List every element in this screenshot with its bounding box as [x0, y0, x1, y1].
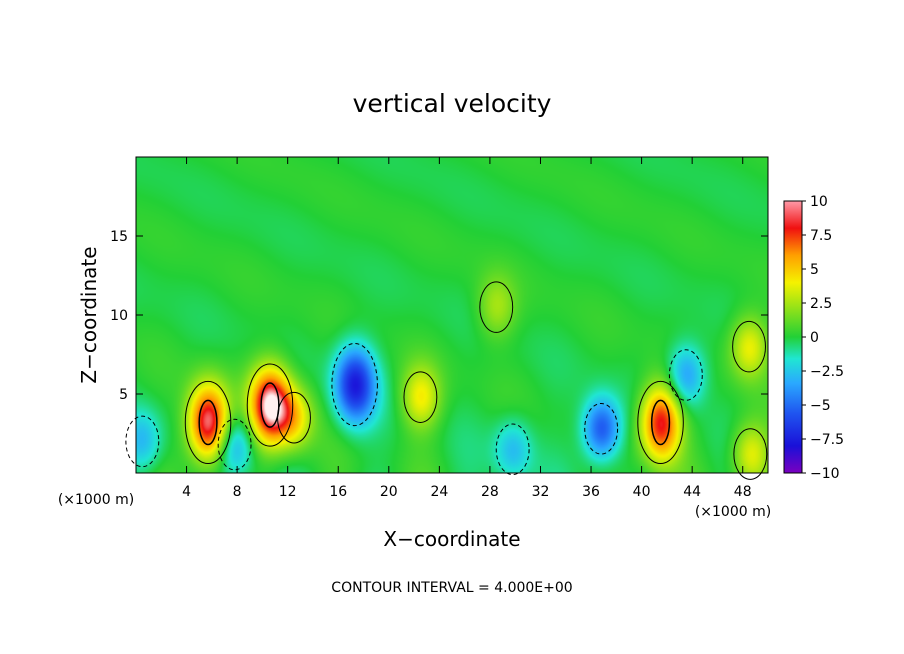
- x-unit-left: (×1000 m): [58, 492, 134, 508]
- y-tick-label: 5: [119, 387, 128, 403]
- colorbar-tick-label: −10: [810, 466, 840, 482]
- x-tick-label: 28: [481, 484, 499, 500]
- contour-line: [246, 363, 294, 447]
- colorbar-tick-label: 10: [810, 194, 828, 210]
- x-axis-ticks: 4 8 12 16 20 24 28 32 36 40 44 48: [182, 157, 752, 500]
- contour-line: [479, 281, 514, 333]
- contour-line: [668, 349, 703, 401]
- x-tick-label: 8: [233, 484, 242, 500]
- x-unit-right: (×1000 m): [695, 504, 771, 520]
- y-axis-ticks: 5 10 15: [110, 229, 768, 403]
- x-tick-label: 32: [532, 484, 550, 500]
- x-tick-label: 24: [430, 484, 448, 500]
- colorbar-tick-label: 2.5: [810, 296, 832, 312]
- contour-line: [184, 380, 232, 465]
- colorbar-tick-label: 0: [810, 330, 819, 346]
- contour-line: [331, 342, 378, 427]
- feature-markers: [125, 281, 768, 480]
- colorbar-tick-label: 7.5: [810, 228, 832, 244]
- x-tick-label: 44: [683, 484, 701, 500]
- contour-line-inner: [198, 399, 218, 446]
- colorbar-ticks: 10 7.5 5 2.5 0 −2.5 −5 −7.5 −10: [802, 194, 844, 482]
- contour-line: [217, 418, 252, 471]
- colorbar-tick-label: −5: [810, 398, 831, 414]
- x-tick-label: 40: [633, 484, 651, 500]
- contour-line-inner: [260, 382, 280, 428]
- velocity-field: [136, 157, 768, 473]
- y-axis-title: Z−coordinate: [77, 246, 101, 383]
- contour-line: [403, 371, 438, 423]
- colorbar-tick-label: −7.5: [810, 432, 844, 448]
- colorbar-tick-label: −2.5: [810, 364, 844, 380]
- x-tick-label: 20: [380, 484, 398, 500]
- contour-line-inner: [650, 399, 671, 446]
- colorbar-ramp: [783, 200, 803, 474]
- x-tick-label: 48: [734, 484, 752, 500]
- y-tick-label: 15: [110, 229, 128, 245]
- x-axis-title: X−coordinate: [383, 527, 520, 551]
- colorbar-tick-label: 5: [810, 262, 819, 278]
- chart-title: vertical velocity: [353, 89, 552, 118]
- y-tick-label: 10: [110, 308, 128, 324]
- x-tick-label: 16: [329, 484, 347, 500]
- contour-line: [733, 428, 768, 480]
- contour-line: [637, 380, 684, 465]
- contour-line: [495, 423, 530, 476]
- x-tick-label: 12: [279, 484, 297, 500]
- contour-line: [584, 402, 619, 455]
- x-tick-label: 4: [182, 484, 191, 500]
- colorbar: 10 7.5 5 2.5 0 −2.5 −5 −7.5 −10: [783, 194, 844, 482]
- contour-interval-note: CONTOUR INTERVAL = 4.000E+00: [331, 580, 572, 596]
- contour-line: [277, 391, 311, 444]
- contour-line: [732, 320, 766, 373]
- x-tick-label: 36: [582, 484, 600, 500]
- contour-line: [125, 415, 160, 468]
